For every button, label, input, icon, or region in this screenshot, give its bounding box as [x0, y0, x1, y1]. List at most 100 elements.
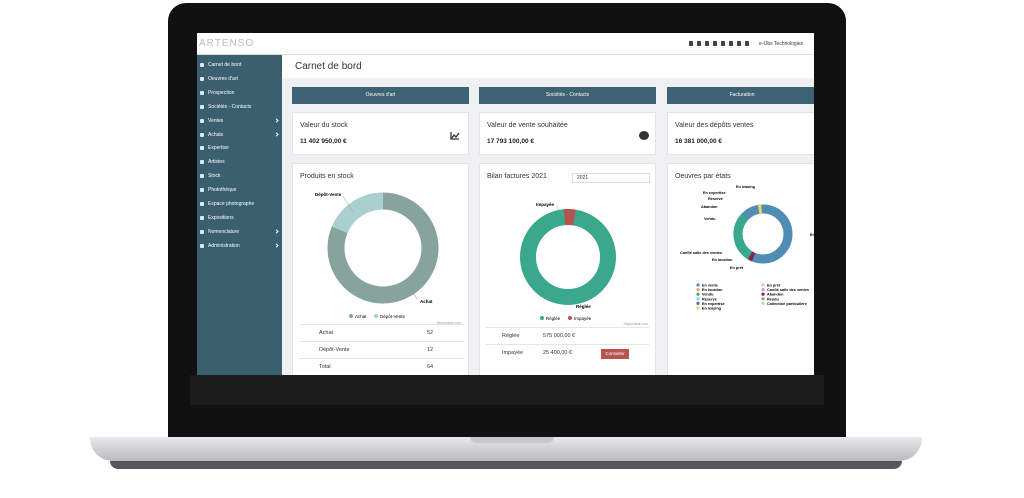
chart-icon: [450, 132, 460, 140]
donut-label: En location: [712, 258, 733, 262]
laptop-notch: [470, 437, 554, 443]
legend-label: Abandon: [767, 293, 784, 297]
consult-button[interactable]: Consulter: [601, 349, 629, 359]
legend-label: En prêt: [767, 284, 781, 288]
sidebar-item[interactable]: Achats: [197, 128, 282, 142]
legend-label: Rendu: [767, 297, 779, 301]
donut-label: Confié salle des ventes: [680, 251, 722, 255]
nav-button[interactable]: Oeuvres d'art: [292, 87, 469, 104]
sidebar-label: Oeuvres d'art: [208, 75, 238, 82]
cell: 12: [427, 347, 434, 353]
legend-label: En vente: [702, 284, 718, 288]
card-value: 11 402 950,00 €: [300, 138, 347, 145]
donut-label: Achat: [420, 299, 433, 304]
page-header: Carnet de bord: [282, 55, 814, 78]
page-title: Carnet de bord: [295, 61, 362, 72]
stock-table: Achat 52 Dépôt-Vente 12 Total 64: [293, 324, 470, 375]
sidebar-icon: [200, 132, 204, 137]
sidebar-item[interactable]: Expertise: [197, 141, 282, 155]
legend-label: Réglée: [546, 316, 561, 321]
bilan-card: Bilan factures 2021 2021 Impayée Réglée …: [479, 163, 656, 375]
sidebar-chevron: [274, 131, 279, 137]
sidebar-icon: [200, 104, 204, 109]
laptop-shadow: [110, 461, 902, 469]
sidebar-icon: [200, 174, 204, 179]
stat-card: Valeur du stock 11 402 950,00 €: [292, 112, 469, 155]
cell: Achat: [319, 330, 334, 336]
sidebar-label: Sociétés - Contacts: [208, 103, 252, 110]
cell: Réglée: [502, 333, 520, 339]
sidebar-item[interactable]: Artistes: [197, 155, 282, 169]
legend-label: En leasing: [702, 307, 722, 311]
sidebar-label: Prospection: [208, 89, 235, 96]
sidebar-item[interactable]: Ventes: [197, 114, 282, 128]
sidebar-label: Espace photographe: [208, 201, 255, 207]
sidebar-item[interactable]: Espace photographe: [197, 197, 282, 211]
legend-label: Vendu: [702, 293, 714, 297]
cell: Total: [319, 364, 331, 370]
topbar: ARTENSO e-Obs Technologies: [197, 33, 814, 55]
sidebar-icon: [200, 188, 204, 193]
sidebar-item[interactable]: Sociétés - Contacts: [197, 100, 282, 114]
donut-label: Dépôt-Vente: [315, 192, 342, 197]
card-label: Valeur de vente souhaitée: [487, 122, 568, 129]
card-value: 17 793 100,00 €: [487, 138, 534, 145]
sidebar-icon: [200, 63, 204, 67]
stock-card: Produits en stock Dépôt-Vente Achat Achat D…: [292, 163, 469, 375]
table-row: Dépôt-Vente 12: [299, 341, 464, 358]
sidebar-item[interactable]: Oeuvres d'art: [197, 72, 282, 86]
legend-swatch: [568, 316, 572, 320]
sidebar-item[interactable]: Carnet de bord: [197, 58, 282, 72]
donut-label: Vendu: [704, 217, 716, 221]
screen: ARTENSO e-Obs Technologies Carnet de bor…: [197, 33, 814, 375]
callout-line: [342, 195, 354, 213]
callout-line: [407, 286, 419, 301]
sidebar-icon: [200, 215, 204, 220]
callout-line: [555, 205, 565, 217]
nav-button[interactable]: Facturation: [667, 87, 814, 104]
sidebar-label: Ventes: [208, 117, 224, 124]
legend-swatch: [761, 283, 765, 287]
sidebar-icon: [200, 90, 204, 95]
legend-label: Confié salle des ventes: [767, 288, 809, 292]
sidebar-label: Nomenclature: [208, 228, 240, 235]
sidebar-item[interactable]: Nomenclature: [197, 225, 282, 239]
sidebar-label: Stock: [208, 173, 221, 180]
sidebar-icon: [200, 202, 204, 206]
card-title: Produits en stock: [300, 173, 354, 180]
legend-swatch: [761, 297, 765, 301]
sidebar-item[interactable]: Prospection: [197, 86, 282, 100]
card-label: Valeur du stock: [300, 122, 348, 129]
sidebar-icon: [200, 118, 204, 123]
sidebar-icon: [200, 229, 204, 234]
sidebar-icon: [200, 160, 204, 165]
legend-swatch: [696, 306, 700, 310]
sidebar-item[interactable]: Stock: [197, 169, 282, 183]
card-title: Bilan factures 2021: [487, 173, 547, 180]
sidebar-item[interactable]: Administration: [197, 239, 282, 253]
legend-swatch: [696, 283, 700, 287]
legend-swatch: [761, 292, 765, 296]
donut-segment: [520, 209, 616, 305]
legend-swatch: [696, 297, 700, 301]
laptop-bezel-bottom: [190, 375, 824, 405]
stat-card: Valeur de vente souhaitée 17 793 100,00 …: [479, 112, 656, 155]
credit: Highcharts.com: [624, 322, 648, 326]
sidebar-item[interactable]: Expositions: [197, 211, 282, 225]
sidebar-item[interactable]: Photothèque: [197, 183, 282, 197]
sidebar-label: Expositions: [208, 214, 234, 221]
sidebar-icon: [200, 146, 204, 151]
card-value: 16 381 000,00 €: [675, 138, 722, 145]
sidebar-chevron: [274, 117, 279, 123]
year-select[interactable]: 2021: [572, 173, 650, 183]
nav-button[interactable]: Sociétés - Contacts: [479, 87, 656, 104]
donut-label: En expertise: [703, 191, 726, 195]
sidebar-label: Artistes: [208, 159, 225, 166]
sidebar-label: Photothèque: [208, 187, 237, 194]
cell: 25 400,00 €: [543, 350, 573, 356]
donut-segment: [733, 204, 793, 264]
sidebar-chevron: [274, 229, 279, 234]
credit: Highcharts.com: [437, 321, 461, 325]
legend-label: En location: [702, 288, 723, 292]
